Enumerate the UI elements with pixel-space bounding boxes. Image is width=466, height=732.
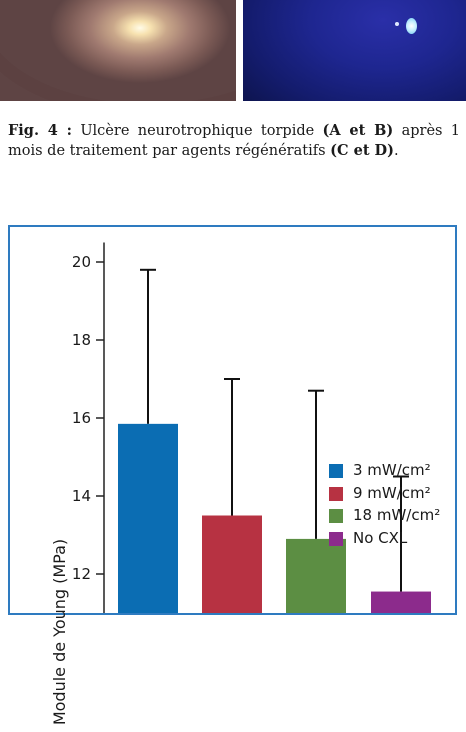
caption-fig-label: Fig. 4 : <box>8 122 72 139</box>
y-tick-label: 14 <box>72 487 91 505</box>
photo-panel-c <box>0 0 236 101</box>
y-tick-label: 16 <box>72 409 91 427</box>
legend-swatch <box>329 464 343 478</box>
photo-strip <box>0 0 466 101</box>
eye-rim <box>0 0 236 101</box>
caption-part: . <box>394 143 399 159</box>
y-tick-label: 12 <box>72 565 91 583</box>
fluorescein-spot <box>406 18 417 34</box>
bar-chart: 12 14 16 18 20 <box>72 242 431 613</box>
legend-label: 3 mW/cm² <box>353 461 431 479</box>
caption-part: après 1 mois de traitement par agents ré… <box>8 123 461 159</box>
caption-part: (A et B) <box>322 122 394 139</box>
bar <box>118 423 178 613</box>
caption-part: (C et D) <box>330 142 394 159</box>
caption-part: Ulcère neurotrophique torpide <box>80 123 323 139</box>
y-tick-label: 18 <box>72 331 91 349</box>
bar <box>371 591 431 613</box>
legend-swatch <box>329 509 343 523</box>
figure-caption: Fig. 4 : Ulcère neurotrophique torpide (… <box>8 121 460 161</box>
legend-label: 18 mW/cm² <box>353 506 441 524</box>
photo-panel-d <box>243 0 466 101</box>
fluorescein-spot-small <box>395 22 399 26</box>
y-tick-label: 20 <box>72 253 91 271</box>
legend-label: No CXL <box>353 528 408 547</box>
legend-label: 9 mW/cm² <box>353 483 431 502</box>
chart-panel: 12 14 16 18 20 Module de Young (MPa) 3 mW/cm… <box>8 225 457 725</box>
bar <box>202 515 262 613</box>
bar <box>286 538 346 613</box>
legend-swatch <box>329 486 343 501</box>
caption-text: Ulcère neurotrophique torpide (A et B) a… <box>8 122 461 159</box>
y-axis-label: Module de Young (MPa) <box>50 538 69 726</box>
legend-swatch <box>329 531 343 546</box>
